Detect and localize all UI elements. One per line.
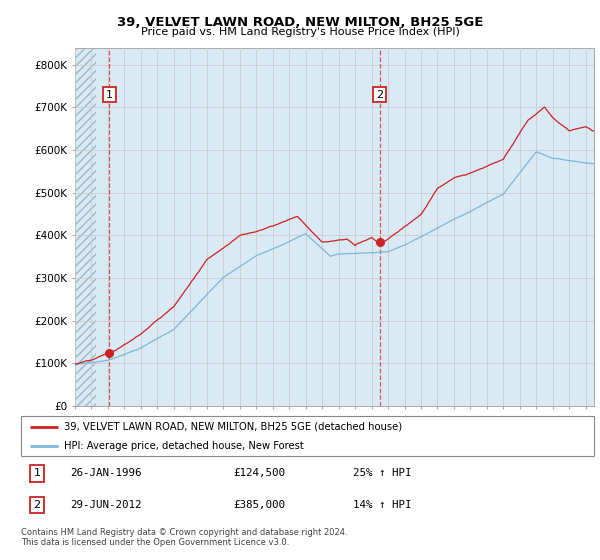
Text: 29-JUN-2012: 29-JUN-2012 (70, 500, 141, 510)
Text: 14% ↑ HPI: 14% ↑ HPI (353, 500, 412, 510)
Text: 25% ↑ HPI: 25% ↑ HPI (353, 468, 412, 478)
Text: 39, VELVET LAWN ROAD, NEW MILTON, BH25 5GE (detached house): 39, VELVET LAWN ROAD, NEW MILTON, BH25 5… (64, 422, 402, 432)
Text: 2: 2 (34, 500, 41, 510)
Text: 1: 1 (106, 90, 113, 100)
Bar (75, 48, 97, 406)
FancyBboxPatch shape (21, 416, 594, 456)
Text: £385,000: £385,000 (233, 500, 285, 510)
Text: 39, VELVET LAWN ROAD, NEW MILTON, BH25 5GE: 39, VELVET LAWN ROAD, NEW MILTON, BH25 5… (117, 16, 483, 29)
Text: £124,500: £124,500 (233, 468, 285, 478)
Text: 26-JAN-1996: 26-JAN-1996 (70, 468, 141, 478)
Text: 2: 2 (376, 90, 383, 100)
Text: 1: 1 (34, 468, 41, 478)
Text: Contains HM Land Registry data © Crown copyright and database right 2024.
This d: Contains HM Land Registry data © Crown c… (21, 528, 347, 547)
Text: HPI: Average price, detached house, New Forest: HPI: Average price, detached house, New … (64, 441, 304, 451)
Text: Price paid vs. HM Land Registry's House Price Index (HPI): Price paid vs. HM Land Registry's House … (140, 27, 460, 37)
